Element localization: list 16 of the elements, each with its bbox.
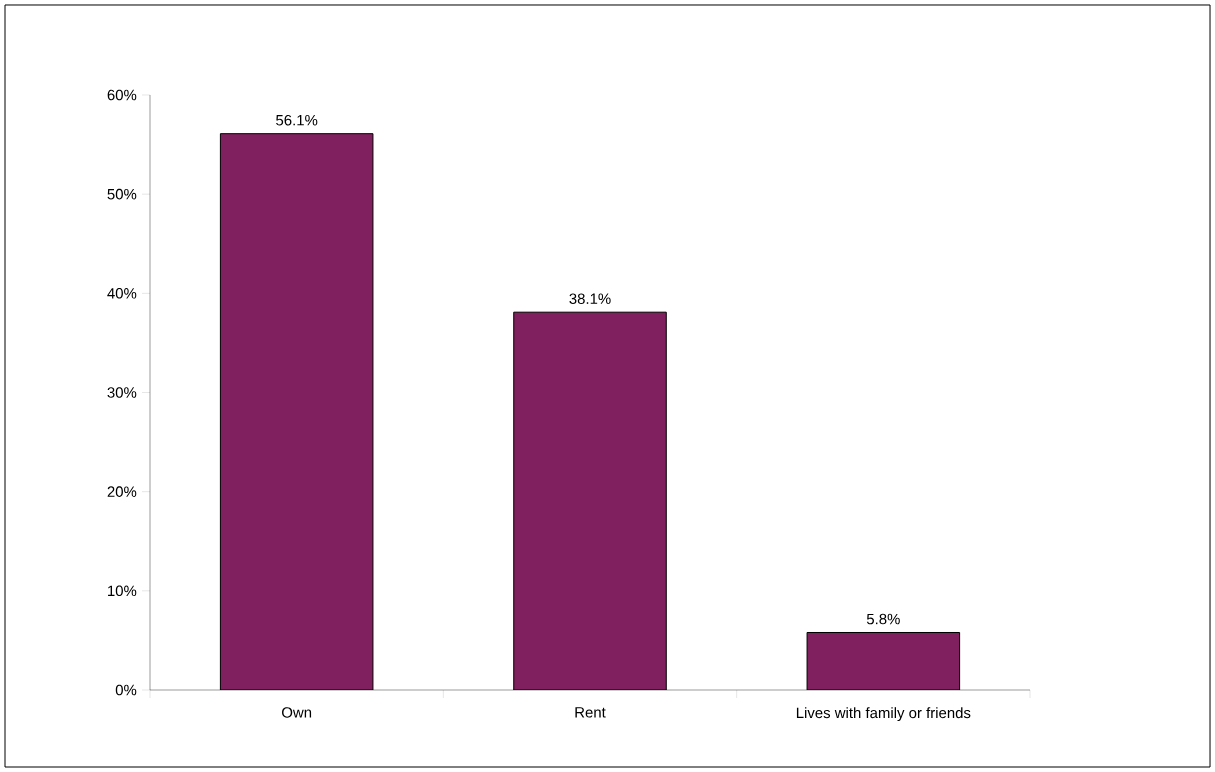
- bar: [513, 311, 667, 690]
- data-label: 5.8%: [866, 613, 900, 625]
- data-label: 56.1%: [276, 114, 318, 126]
- bar: [219, 133, 374, 690]
- y-tick-label: 60%: [107, 89, 137, 101]
- y-tick-label: 40%: [107, 288, 137, 299]
- x-tick-label: Lives with family or friends: [796, 707, 971, 722]
- y-tick-label: 30%: [107, 387, 137, 398]
- x-tick-label: Own: [282, 707, 312, 718]
- data-label: 38.1%: [569, 293, 611, 304]
- y-tick-label: 0%: [115, 684, 137, 696]
- y-tick-label: 10%: [108, 585, 137, 597]
- y-tick-label: 20%: [107, 486, 137, 497]
- bar: [806, 631, 961, 690]
- y-tick-label: 50%: [107, 188, 137, 200]
- x-tick-label: Rent: [575, 707, 606, 718]
